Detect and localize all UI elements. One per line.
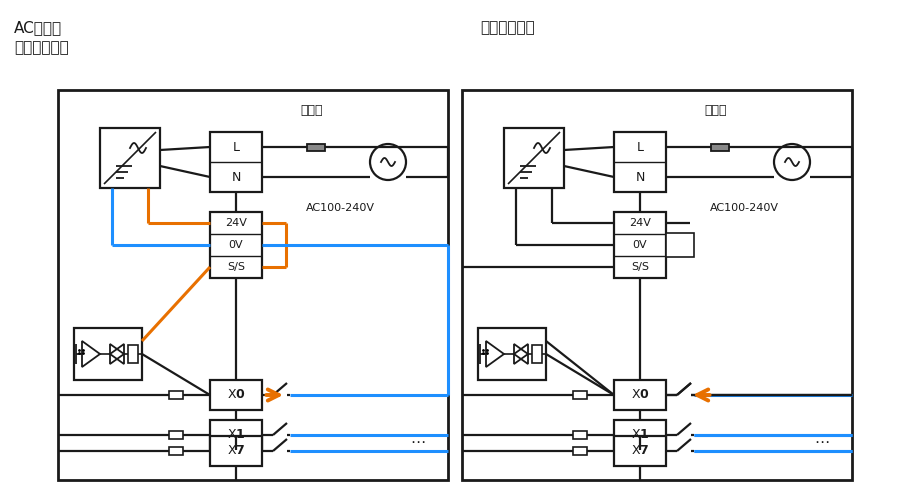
Text: 24V: 24V [628,218,650,228]
Text: 0V: 0V [228,240,243,250]
Text: S/S: S/S [227,262,245,272]
Text: ⋯: ⋯ [410,435,425,450]
Bar [128,345,138,363]
Bar [666,233,694,257]
Bar [613,436,666,466]
Bar [169,447,182,455]
Bar [613,132,666,192]
Text: X: X [631,428,639,441]
Text: 7: 7 [236,444,244,457]
Bar [573,447,586,455]
Text: 7: 7 [639,444,647,457]
Bar [209,132,262,192]
Text: 1: 1 [236,428,244,441]
Bar [531,345,542,363]
Text: 1: 1 [639,428,647,441]
Bar [461,90,851,480]
Bar [209,212,262,278]
Text: AC100-240V: AC100-240V [305,203,375,213]
Text: 0V: 0V [632,240,647,250]
Text: N: N [635,170,644,183]
Bar [711,143,728,150]
Text: 0: 0 [639,388,647,401]
Text: N: N [231,170,240,183]
Bar [169,431,182,439]
Bar [209,420,262,450]
Text: 0: 0 [236,388,244,401]
Text: L: L [636,140,643,153]
Text: X: X [228,428,236,441]
Text: L: L [232,140,239,153]
Text: X: X [631,388,639,401]
Bar [169,391,182,399]
Bar [478,328,545,380]
Text: AC电源型: AC电源型 [14,20,62,35]
Bar [209,380,262,410]
Bar [504,128,563,188]
Bar [613,380,666,410]
Bar [573,431,586,439]
Text: 24V: 24V [225,218,247,228]
Bar [58,90,448,480]
Bar [100,128,160,188]
Bar [613,420,666,450]
Text: X: X [228,388,236,401]
Text: ⋯: ⋯ [814,435,829,450]
Text: 漏型输入接线: 漏型输入接线 [14,40,69,55]
Bar [307,143,325,150]
Text: X: X [631,444,639,457]
Bar [573,391,586,399]
Text: AC100-240V: AC100-240V [709,203,778,213]
Text: 源型输入接线: 源型输入接线 [479,20,535,35]
Text: 保险丝: 保险丝 [703,104,726,117]
Bar [209,436,262,466]
Bar [613,212,666,278]
Text: S/S: S/S [630,262,648,272]
Text: X: X [228,444,236,457]
Text: 保险丝: 保险丝 [300,104,322,117]
Bar [74,328,142,380]
